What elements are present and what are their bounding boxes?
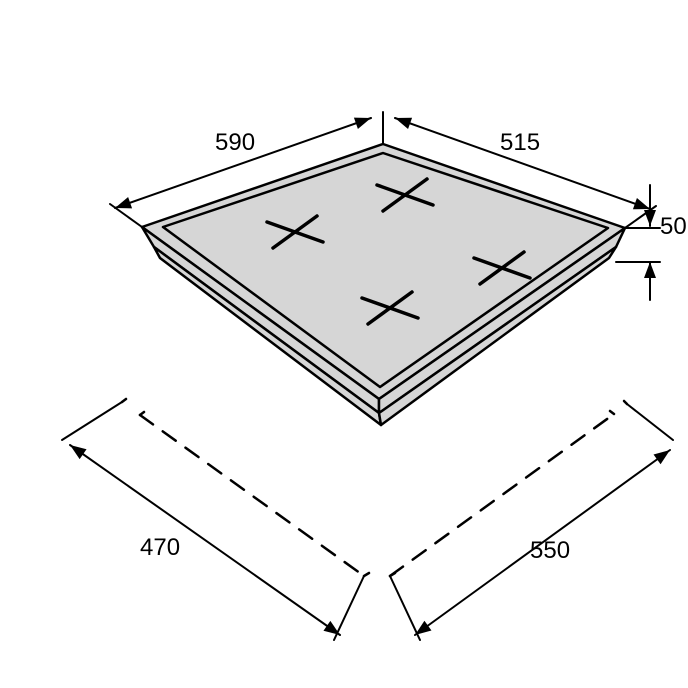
svg-text:470: 470 — [140, 534, 180, 561]
svg-text:515: 515 — [500, 129, 540, 156]
svg-text:50: 50 — [660, 213, 687, 240]
cooktop-dimension-diagram: 590 515 470 550 50 — [0, 0, 688, 688]
svg-text:590: 590 — [215, 129, 255, 156]
svg-text:550: 550 — [530, 537, 570, 564]
